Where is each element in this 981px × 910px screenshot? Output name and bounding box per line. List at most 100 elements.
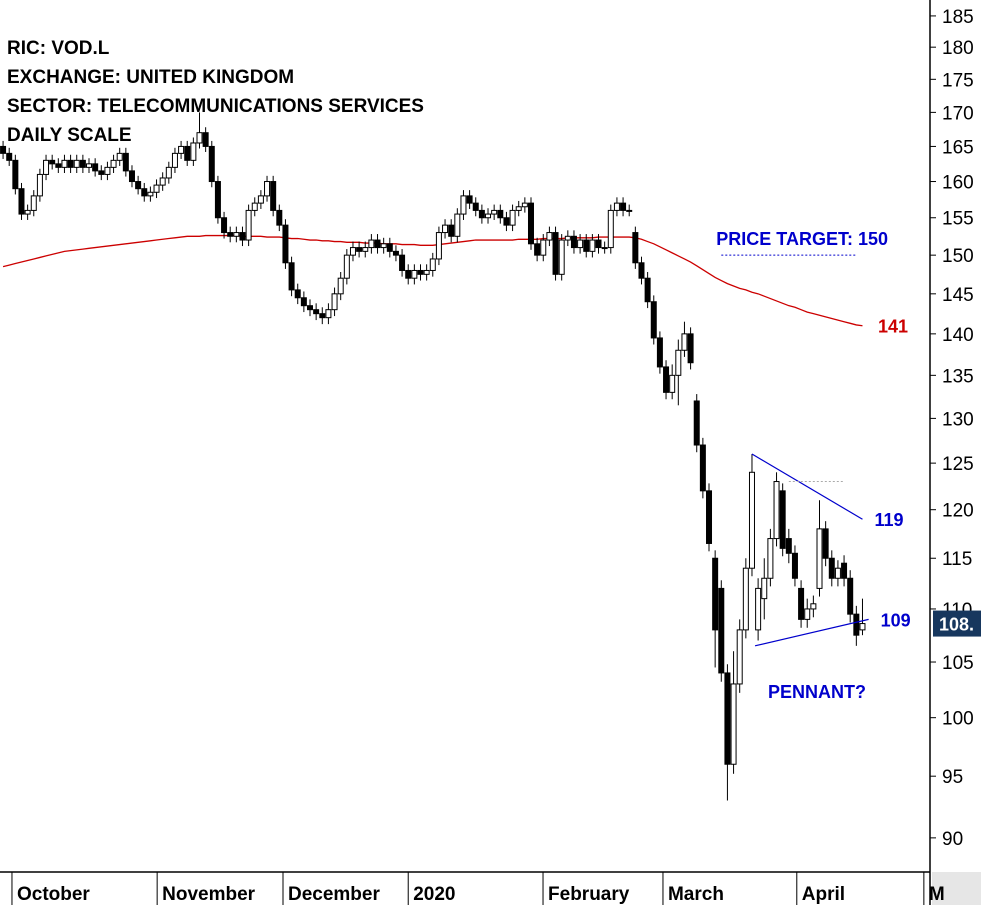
candle-body [816,528,823,589]
candle-body [49,159,56,165]
y-tick-label: 185 [942,7,974,28]
target-label: PRICE TARGET: 150 [716,229,888,249]
candle-body [313,309,320,315]
y-tick-label: 155 [942,209,974,230]
y-tick-label: 150 [942,246,974,267]
trendline-label: 119 [874,510,903,530]
candle-body [264,181,271,197]
candle-body [288,262,295,291]
x-tick-label: April [802,884,845,905]
candle-body [761,577,768,600]
candle-body [356,247,363,252]
candle-body [67,159,74,168]
candle-body [110,159,117,168]
candle-body [6,152,13,161]
candle-body [730,683,737,765]
candle-body [773,481,780,540]
candle-body [515,206,522,211]
candle-body [601,247,608,250]
candle-body [386,243,393,252]
candle-body [423,269,430,275]
candle-body [583,239,590,252]
candle-body [804,608,811,620]
candle-body [663,366,670,393]
candle-body [509,209,516,226]
candle-body [712,557,719,631]
candle-body [147,191,154,197]
candle-body [693,400,700,446]
candle-body [190,142,197,161]
header-line: DAILY SCALE [7,125,132,146]
candle-body [460,195,467,215]
y-tick-label: 105 [942,653,974,674]
candle-body [325,309,332,319]
candle-body [233,232,240,237]
candle-body [122,152,129,172]
candle-body [669,374,676,393]
x-tick-label: March [668,884,724,905]
y-tick-label: 90 [942,829,963,850]
candle-body [853,613,860,636]
candle-body [632,232,639,264]
candle-body [521,202,528,208]
candle-body [466,195,473,204]
candle-body [73,159,80,168]
candle-body [442,224,449,234]
candle-body [742,567,749,631]
candle-body [675,349,682,376]
y-tick-label: 160 [942,173,974,194]
candle-body [98,170,105,175]
candle-body [620,202,627,211]
header-line: SECTOR: TELECOMMUNICATIONS SERVICES [7,96,424,117]
candle-body [748,471,755,569]
candle-body [349,247,356,256]
candle-body [392,250,399,256]
candle-body [540,239,547,256]
y-tick-label: 170 [942,103,974,124]
candle-body [128,170,135,183]
candle-body [184,145,191,161]
candle-body [779,490,786,549]
candle-body [681,333,688,351]
candle-body [251,202,258,211]
candle-body [527,202,534,245]
y-tick-label: 95 [942,767,963,788]
candle-body [116,152,123,161]
candle-body [644,277,651,303]
y-tick-label: 145 [942,285,974,306]
candle-body [478,209,485,219]
candle-body [202,132,209,147]
candle-body [859,623,866,631]
x-tick-label: December [288,884,380,905]
candle-body [534,243,541,256]
candle-body [104,166,111,175]
candle-body [454,213,461,237]
candle-body [221,217,228,234]
y-tick-label: 100 [942,709,974,730]
candle-body [626,209,633,212]
x-tick-label: November [162,884,256,905]
candle-body [791,552,798,579]
candle-body [55,163,62,168]
candle-body [497,209,504,219]
trendline [751,453,863,520]
candle-body [141,188,148,197]
candle-body [165,166,172,179]
y-tick-label: 165 [942,137,974,158]
candle-body [300,297,307,307]
candle-body [755,587,762,631]
candle-body [810,603,817,610]
candle-body [245,209,252,241]
candle-body [178,145,185,154]
y-tick-label: 180 [942,38,974,59]
candle-body [411,269,418,279]
candle-body [706,490,713,544]
candle-body [276,209,283,226]
candle-body [485,213,492,219]
candle-body [331,293,338,311]
candle-body [638,262,645,279]
y-tick-label: 175 [942,70,974,91]
candle-body [491,209,498,215]
trendline [754,618,869,647]
candle-body [448,224,455,237]
